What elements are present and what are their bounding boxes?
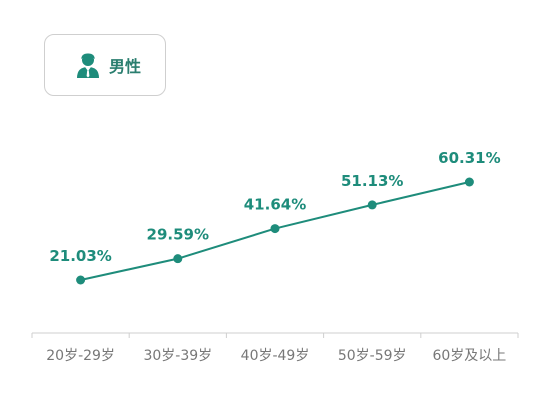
legend-label: 男性: [109, 57, 142, 76]
data-label: 41.64%: [244, 196, 306, 214]
x-tick-label: 30岁-39岁: [143, 348, 212, 364]
data-label: 60.31%: [438, 149, 500, 167]
x-tick-label: 60岁及以上: [432, 348, 506, 364]
data-point: [76, 275, 86, 285]
legend: 男性: [44, 34, 166, 96]
data-point: [173, 254, 183, 264]
x-tick-label: 20岁-29岁: [46, 348, 115, 364]
x-tick-label: 50岁-59岁: [338, 348, 407, 364]
x-tick-label: 40岁-49岁: [241, 348, 310, 364]
male-user-icon: [75, 52, 101, 78]
data-point: [270, 224, 280, 234]
data-point: [464, 177, 474, 187]
data-label: 21.03%: [49, 247, 111, 265]
data-label: 29.59%: [147, 226, 209, 244]
data-point: [367, 200, 377, 210]
data-label: 51.13%: [341, 172, 403, 190]
